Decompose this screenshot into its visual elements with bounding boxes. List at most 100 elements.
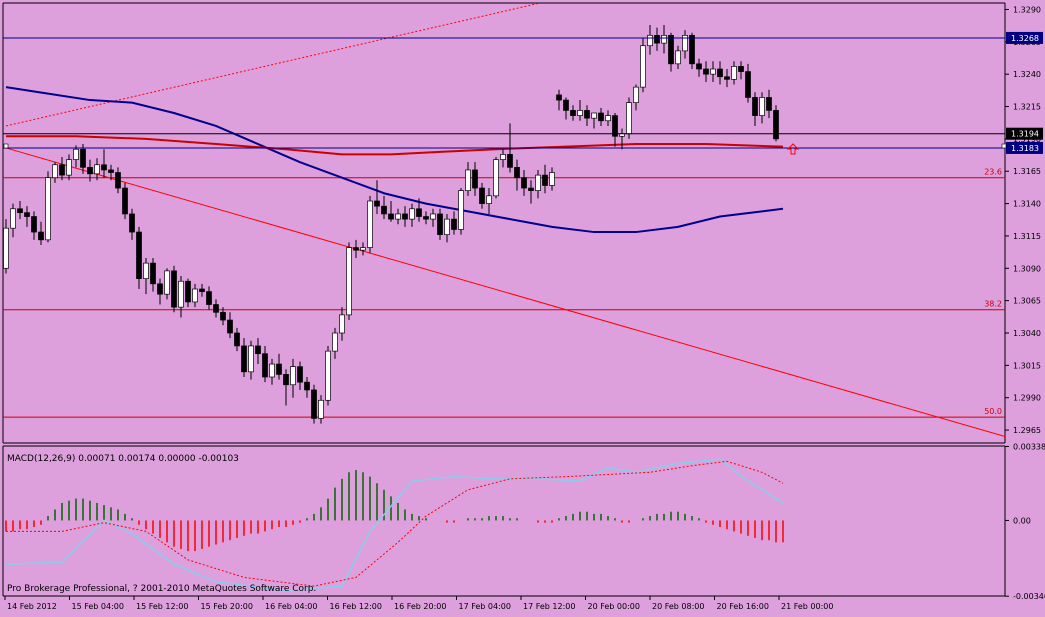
time-tick-label: 20 Feb 00:00 xyxy=(588,602,640,611)
candle-body xyxy=(311,389,317,419)
time-tick-label: 15 Feb 20:00 xyxy=(201,602,253,611)
candle-body xyxy=(192,288,198,303)
price-tick-label: 1.3040 xyxy=(1013,329,1041,338)
candle-body xyxy=(535,174,541,191)
candle-body xyxy=(507,154,513,168)
candle-body xyxy=(437,213,443,235)
time-tick-label: 21 Feb 00:00 xyxy=(781,602,833,611)
candle-body xyxy=(416,208,422,217)
time-tick-label: 16 Feb 12:00 xyxy=(330,602,382,611)
price-level-label: 1.3183 xyxy=(1011,144,1039,153)
candle-body xyxy=(276,363,282,375)
price-level-tag xyxy=(1006,141,1043,154)
candle-body xyxy=(710,68,716,75)
candle-body xyxy=(143,262,149,279)
candle-body xyxy=(101,164,107,171)
candle-body xyxy=(122,187,128,215)
macd-lines xyxy=(5,458,784,592)
trendlines xyxy=(5,2,1006,438)
price-level-label: 1.3194 xyxy=(1011,130,1039,139)
candle-body xyxy=(213,304,219,313)
candle-body xyxy=(612,115,618,137)
candle-body xyxy=(332,332,338,352)
price-tick-label: 1.3165 xyxy=(1013,167,1041,176)
macd-tick-label: -0.00346 xyxy=(1013,592,1045,601)
candle-body xyxy=(94,164,100,175)
moving-average-line xyxy=(5,86,784,234)
time-tick-label: 15 Feb 04:00 xyxy=(72,602,124,611)
descending-trendline[interactable] xyxy=(5,147,1006,438)
candle-body xyxy=(528,187,534,191)
candle-body xyxy=(353,247,359,251)
candle-body xyxy=(493,159,499,197)
candle-body xyxy=(591,112,597,119)
price-tick-label: 1.3090 xyxy=(1013,264,1041,273)
fib-level-label: 23.6 xyxy=(984,168,1002,177)
candle-body xyxy=(542,174,548,186)
candle-body xyxy=(199,288,205,292)
candle-body xyxy=(171,270,177,308)
macd-tick-label: 0.00 xyxy=(1013,516,1031,525)
candle-body xyxy=(689,35,695,65)
time-tick-label: 17 Feb 12:00 xyxy=(523,602,575,611)
macd-panel: 0.00338 0.00 -0.00346 MACD(12,26,9) 0.0007… xyxy=(2,442,1045,601)
candle-body xyxy=(717,68,723,78)
candle-body xyxy=(283,374,289,386)
trendline-handle-left[interactable] xyxy=(3,143,9,149)
candle-body xyxy=(661,35,667,44)
candle-body xyxy=(584,110,590,119)
candle-body xyxy=(633,86,639,103)
candle-body xyxy=(423,216,429,220)
candle-body xyxy=(640,45,646,88)
candle-body xyxy=(773,110,779,140)
candle-body xyxy=(703,68,709,75)
candle-body xyxy=(696,63,702,70)
candle-body xyxy=(185,280,191,303)
candle-body xyxy=(17,208,23,213)
candle-body xyxy=(178,280,184,308)
time-tick-label: 15 Feb 12:00 xyxy=(136,602,188,611)
candle-body xyxy=(304,381,310,391)
macd-histogram xyxy=(5,470,784,552)
fibonacci-levels: 23.6 38.2 50.0 xyxy=(3,168,1005,418)
candle-body xyxy=(24,212,30,217)
candle-body xyxy=(262,353,268,378)
candle-body xyxy=(31,216,37,233)
trendline-handle-right[interactable] xyxy=(1001,143,1007,149)
candle-body xyxy=(129,213,135,233)
candle-body xyxy=(395,213,401,220)
moving-averages xyxy=(5,86,784,234)
candle-body xyxy=(206,291,212,305)
candle-body xyxy=(444,218,450,235)
candle-body xyxy=(388,213,394,220)
ascending-channel-line[interactable] xyxy=(5,2,541,127)
candle-body xyxy=(318,399,324,419)
candle-body xyxy=(227,319,233,334)
candle-body xyxy=(626,102,632,135)
candle-body xyxy=(3,227,9,269)
arrow-up-icon xyxy=(786,143,800,155)
price-tick-label: 1.3140 xyxy=(1013,200,1041,209)
candle-body xyxy=(367,200,373,248)
candle-body xyxy=(724,76,730,80)
price-axis-ticks: 1.32901.32651.32401.32151.31901.31651.31… xyxy=(1005,5,1041,435)
price-tick-label: 1.3065 xyxy=(1013,297,1041,306)
price-tick-label: 1.3290 xyxy=(1013,5,1041,14)
candle-body xyxy=(479,187,485,204)
macd-tick-label: 0.00338 xyxy=(1013,442,1045,451)
price-level-label: 1.3268 xyxy=(1011,34,1039,43)
copyright-watermark: Pro Brokerage Professional, ? 2001-2010 … xyxy=(7,584,316,594)
candle-body xyxy=(220,311,226,321)
time-tick-label: 16 Feb 04:00 xyxy=(265,602,317,611)
candle-body xyxy=(73,148,79,160)
candle-body xyxy=(647,35,653,47)
candle-body xyxy=(521,177,527,189)
candle-body xyxy=(409,208,415,220)
candle-body xyxy=(136,231,142,279)
candle-body xyxy=(150,262,156,285)
macd-axis-ticks: 0.00338 0.00 -0.00346 xyxy=(1005,442,1045,601)
price-tick-label: 1.2965 xyxy=(1013,426,1041,435)
candle-body xyxy=(752,97,758,116)
candle-body xyxy=(570,110,576,116)
candle-body xyxy=(87,167,93,175)
